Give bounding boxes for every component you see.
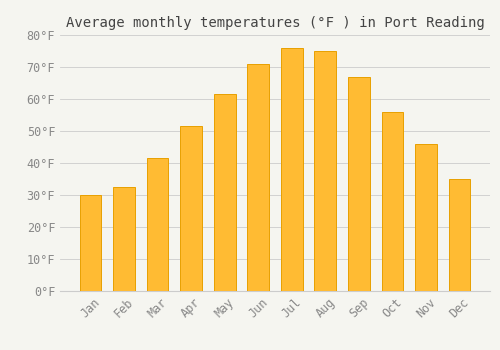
- Bar: [180, 126, 202, 290]
- Bar: [448, 179, 470, 290]
- Bar: [80, 195, 102, 290]
- Bar: [382, 112, 404, 290]
- Bar: [248, 64, 269, 290]
- Bar: [281, 48, 302, 290]
- Bar: [214, 94, 236, 290]
- Bar: [314, 51, 336, 290]
- Bar: [146, 158, 169, 290]
- Bar: [415, 144, 437, 290]
- Bar: [348, 77, 370, 290]
- Bar: [113, 187, 135, 290]
- Title: Average monthly temperatures (°F ) in Port Reading: Average monthly temperatures (°F ) in Po…: [66, 16, 484, 30]
